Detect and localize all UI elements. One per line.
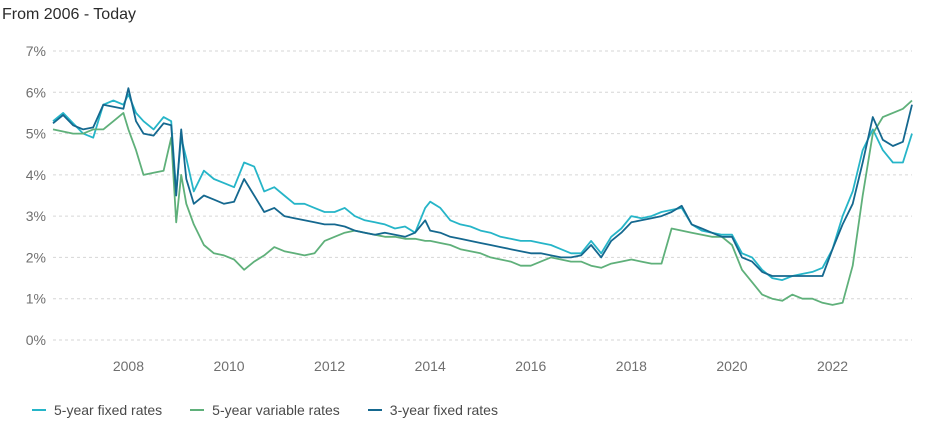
x-tick-label: 2012	[314, 358, 345, 374]
y-tick-label: 5%	[26, 126, 46, 142]
legend-item-3yr-fixed: 3-year fixed rates	[367, 402, 498, 418]
legend: 5-year fixed rates 5-year variable rates…	[32, 402, 498, 418]
legend-label-3yr-fixed: 3-year fixed rates	[389, 402, 498, 418]
x-tick-label: 2016	[515, 358, 546, 374]
series-line-5yr-fixed	[52, 93, 913, 282]
legend-swatch-5yr-variable	[190, 409, 205, 411]
gridlines	[53, 50, 912, 341]
y-tick-label: 7%	[26, 43, 46, 59]
legend-item-5yr-fixed: 5-year fixed rates	[32, 402, 162, 418]
series-line-3yr-fixed	[52, 87, 913, 277]
legend-swatch-5yr-fixed	[32, 409, 46, 411]
y-tick-label: 1%	[26, 291, 46, 307]
legend-swatch-3yr-fixed	[367, 409, 382, 411]
chart-title: From 2006 - Today	[2, 6, 136, 23]
y-tick-label: 2%	[26, 249, 46, 265]
y-tick-label: 0%	[26, 332, 46, 348]
legend-item-5yr-variable: 5-year variable rates	[190, 402, 340, 418]
y-tick-label: 6%	[26, 84, 46, 100]
x-tick-label: 2020	[716, 358, 747, 374]
y-axis-ticks: 0% 1% 2% 3% 4% 5% 6% 7%	[26, 43, 46, 348]
y-tick-label: 3%	[26, 208, 46, 224]
x-axis-ticks: 2008 2010 2012 2014 2016 2018 2020 2022	[113, 358, 848, 374]
x-tick-label: 2022	[817, 358, 848, 374]
y-tick-label: 4%	[26, 167, 46, 183]
legend-label-5yr-variable: 5-year variable rates	[212, 402, 340, 418]
series-lines	[52, 87, 913, 306]
legend-label-5yr-fixed: 5-year fixed rates	[54, 402, 163, 418]
series-line-5yr-variable	[52, 99, 913, 306]
x-tick-label: 2018	[616, 358, 647, 374]
x-tick-label: 2008	[113, 358, 144, 374]
x-tick-label: 2014	[415, 358, 446, 374]
x-tick-label: 2010	[213, 358, 244, 374]
